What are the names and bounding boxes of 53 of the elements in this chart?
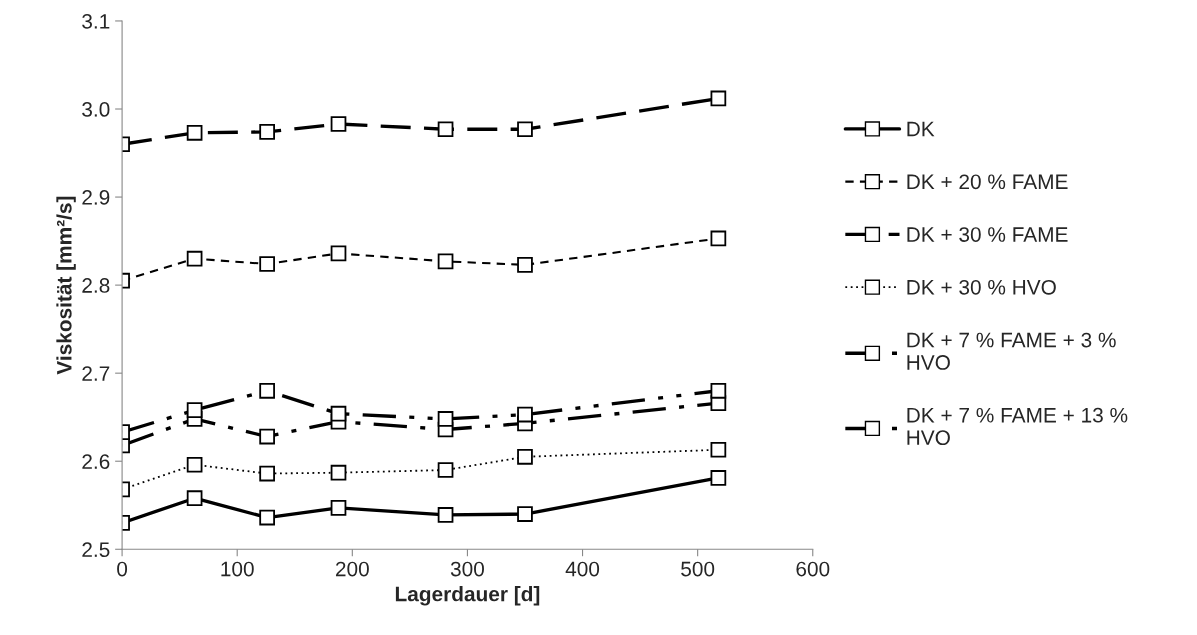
y-tick-label: 2.9 bbox=[82, 190, 110, 205]
point bbox=[186, 124, 203, 141]
point bbox=[330, 245, 347, 262]
x-tick-label: 600 bbox=[796, 561, 830, 577]
point bbox=[186, 402, 203, 419]
point bbox=[710, 470, 727, 486]
legend-label: DK + 7 % FAME + 13 % HVO bbox=[907, 407, 1128, 446]
point bbox=[259, 509, 275, 526]
point bbox=[517, 257, 533, 273]
x-tick-label: 300 bbox=[450, 561, 484, 577]
y-tick-label: 3.0 bbox=[82, 102, 110, 117]
point bbox=[259, 256, 275, 272]
point bbox=[259, 124, 275, 140]
legend-label: DK + 7 % FAME + 3 % HVO bbox=[907, 332, 1116, 370]
x-tick-label: 200 bbox=[335, 561, 369, 577]
point bbox=[186, 456, 203, 473]
point bbox=[437, 507, 454, 523]
legend-label: DK + 20 % FAME bbox=[907, 174, 1068, 190]
x-tick-label: 100 bbox=[221, 561, 254, 577]
y-tick-label: 3.1 bbox=[82, 13, 110, 29]
point bbox=[330, 464, 347, 481]
point bbox=[437, 121, 454, 138]
point bbox=[330, 405, 347, 422]
point bbox=[710, 382, 727, 399]
y-tick-label: 2.5 bbox=[82, 542, 110, 558]
point bbox=[186, 490, 203, 507]
y-tick-label: 2.6 bbox=[82, 454, 110, 469]
x-axis-title: Lagerdauer [d] bbox=[395, 586, 540, 606]
point bbox=[437, 462, 454, 478]
point bbox=[710, 441, 727, 458]
point bbox=[259, 382, 275, 399]
point bbox=[330, 500, 347, 516]
point bbox=[517, 506, 533, 522]
y-tick-label: 2.7 bbox=[82, 366, 110, 381]
point bbox=[437, 253, 454, 270]
x-tick-label: 0 bbox=[117, 561, 128, 577]
legend-label: DK bbox=[907, 121, 935, 137]
y-axis-title: Viskosität [mm²/s] bbox=[56, 196, 76, 375]
point bbox=[517, 406, 533, 423]
x-tick-label: 400 bbox=[565, 561, 600, 577]
point bbox=[186, 250, 203, 267]
legend-label: DK + 30 % HVO bbox=[907, 279, 1056, 295]
y-tick-label: 2.8 bbox=[82, 278, 110, 293]
point bbox=[259, 465, 275, 482]
point bbox=[259, 428, 275, 445]
point bbox=[517, 448, 533, 465]
point bbox=[437, 411, 454, 427]
point bbox=[710, 230, 727, 247]
point bbox=[517, 121, 533, 138]
point bbox=[710, 90, 727, 107]
legend-label: DK + 30 % FAME bbox=[907, 227, 1068, 242]
point bbox=[330, 116, 347, 132]
x-tick-label: 500 bbox=[681, 561, 715, 577]
